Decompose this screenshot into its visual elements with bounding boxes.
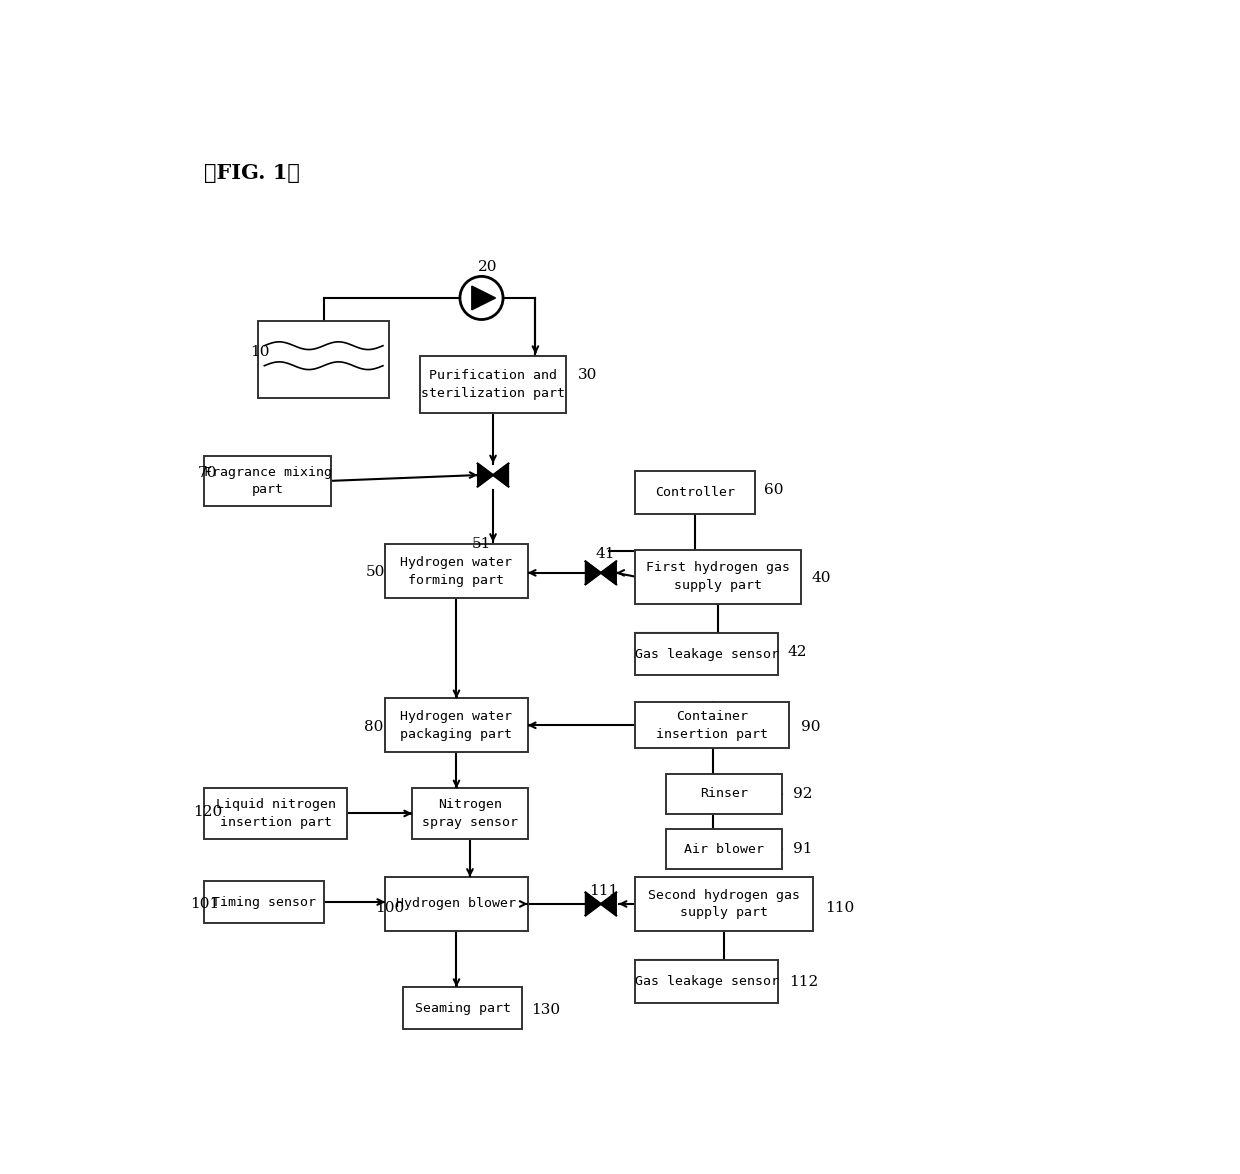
Bar	[386, 699, 528, 753]
Bar	[386, 545, 528, 599]
Text: Liquid nitrogen
insertion part: Liquid nitrogen insertion part	[216, 798, 336, 829]
Bar	[205, 456, 331, 506]
Text: 101: 101	[191, 897, 219, 911]
Bar	[635, 633, 777, 675]
Bar	[205, 789, 347, 838]
Text: Fragrance mixing
part: Fragrance mixing part	[203, 466, 332, 497]
Text: Timing sensor: Timing sensor	[212, 896, 316, 909]
Bar	[635, 877, 812, 931]
Text: 【FIG. 1】: 【FIG. 1】	[205, 163, 300, 183]
Text: Second hydrogen gas
supply part: Second hydrogen gas supply part	[649, 889, 800, 919]
Text: 70: 70	[198, 466, 217, 480]
Text: Hydrogen blower: Hydrogen blower	[397, 897, 517, 911]
Polygon shape	[585, 561, 601, 585]
Text: 80: 80	[365, 720, 384, 734]
Text: 41: 41	[595, 547, 615, 561]
Text: 30: 30	[578, 367, 598, 382]
Text: 92: 92	[794, 787, 813, 801]
Text: Container
insertion part: Container insertion part	[656, 710, 769, 741]
Text: Rinser: Rinser	[701, 788, 748, 801]
Bar	[635, 702, 790, 748]
Polygon shape	[494, 464, 508, 486]
Text: First hydrogen gas
supply part: First hydrogen gas supply part	[646, 561, 790, 592]
Text: Hydrogen water
packaging part: Hydrogen water packaging part	[401, 710, 512, 741]
Text: 40: 40	[811, 572, 831, 586]
Bar	[386, 877, 528, 931]
Bar	[666, 829, 781, 869]
Text: 50: 50	[366, 565, 386, 579]
Text: 112: 112	[790, 974, 818, 989]
Text: 100: 100	[376, 900, 404, 915]
Text: 111: 111	[589, 884, 619, 898]
Text: 20: 20	[477, 261, 497, 275]
Text: Air blower: Air blower	[684, 843, 764, 856]
Polygon shape	[471, 286, 496, 310]
Bar	[420, 356, 567, 413]
Text: Gas leakage sensor: Gas leakage sensor	[635, 648, 779, 661]
Text: Hydrogen water
forming part: Hydrogen water forming part	[401, 556, 512, 587]
Text: 110: 110	[825, 900, 854, 915]
Polygon shape	[601, 561, 616, 585]
Polygon shape	[601, 892, 616, 916]
Bar	[258, 321, 389, 398]
Text: 130: 130	[532, 1004, 560, 1017]
Bar	[666, 774, 781, 814]
Bar	[635, 960, 777, 1003]
Text: 42: 42	[787, 646, 807, 659]
Text: 10: 10	[250, 345, 270, 359]
Text: 51: 51	[471, 538, 491, 552]
Bar	[635, 549, 801, 603]
Text: Purification and
sterilization part: Purification and sterilization part	[422, 370, 565, 400]
Bar	[635, 471, 755, 513]
Bar	[412, 789, 528, 838]
Text: 60: 60	[764, 484, 784, 498]
Text: 91: 91	[794, 842, 813, 856]
Polygon shape	[585, 892, 601, 916]
Text: Gas leakage sensor: Gas leakage sensor	[635, 974, 779, 987]
Text: 90: 90	[801, 720, 821, 734]
Text: 120: 120	[192, 805, 222, 819]
Polygon shape	[477, 464, 494, 486]
Text: Nitrogen
spray sensor: Nitrogen spray sensor	[422, 798, 518, 829]
Bar	[403, 987, 522, 1030]
Bar	[205, 880, 324, 923]
Text: Controller: Controller	[655, 486, 735, 499]
Text: Seaming part: Seaming part	[414, 1001, 511, 1014]
